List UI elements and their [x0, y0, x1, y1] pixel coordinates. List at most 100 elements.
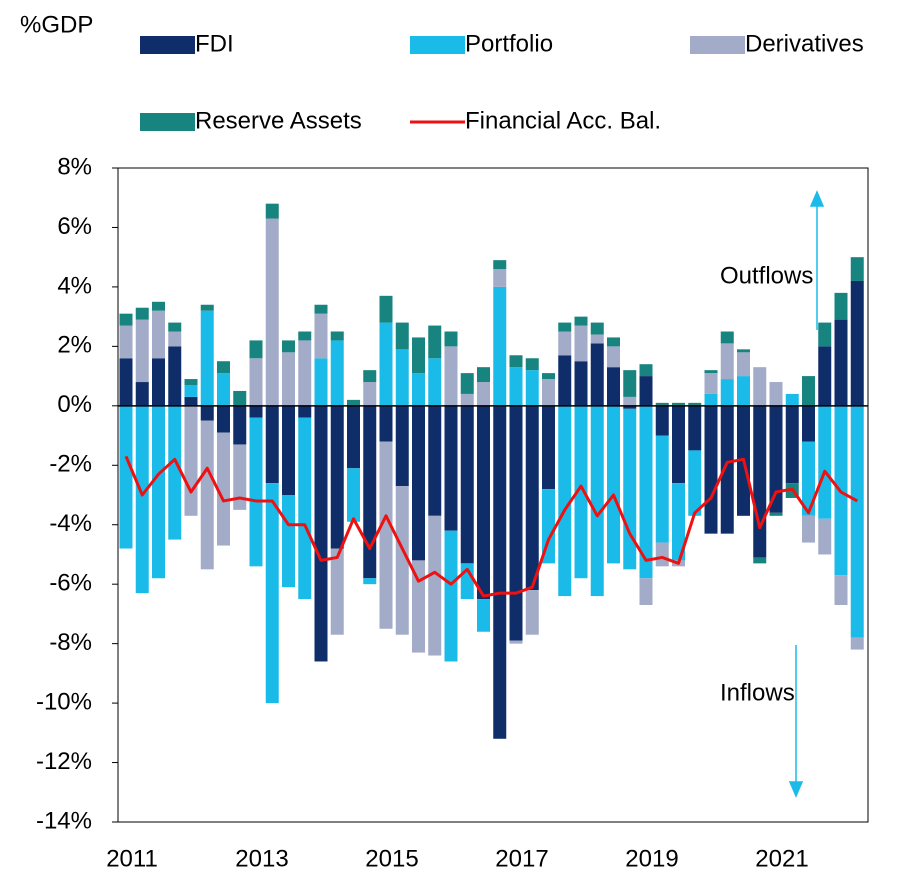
bar — [379, 322, 393, 406]
annotation: Outflows — [720, 262, 813, 289]
x-tick-label: 2019 — [625, 845, 678, 872]
bar — [623, 408, 637, 570]
bar — [200, 310, 214, 406]
bar — [184, 405, 198, 516]
bar — [152, 301, 165, 311]
bar — [737, 376, 750, 406]
bar — [639, 376, 653, 406]
bar — [704, 393, 718, 406]
y-tick-label: 2% — [57, 332, 92, 359]
bar — [233, 390, 247, 406]
bar — [525, 358, 539, 371]
bar — [233, 405, 247, 445]
bar — [119, 358, 133, 406]
x-tick-label: 2017 — [495, 845, 548, 872]
bar — [363, 370, 377, 383]
bar — [493, 286, 507, 406]
bar — [607, 346, 620, 368]
bar — [558, 331, 572, 356]
bar — [412, 405, 425, 561]
y-tick-label: 0% — [57, 391, 92, 418]
bar — [769, 405, 783, 513]
bar — [200, 405, 214, 421]
bar — [672, 405, 685, 484]
bar — [655, 435, 669, 543]
bar — [574, 325, 588, 362]
bar — [590, 343, 604, 406]
bar — [314, 304, 328, 314]
bar — [769, 382, 783, 406]
bar — [785, 405, 799, 484]
bar — [623, 405, 637, 409]
bar — [607, 367, 620, 406]
bar — [542, 379, 555, 406]
bar — [720, 405, 734, 534]
bar — [672, 483, 685, 561]
bar — [737, 352, 750, 377]
bar — [184, 385, 198, 397]
bar — [558, 355, 572, 406]
bar — [135, 405, 149, 594]
bar — [704, 373, 718, 394]
bar — [428, 358, 442, 406]
y-tick-label: -10% — [36, 688, 92, 715]
bar — [818, 518, 832, 555]
x-tick-label: 2013 — [235, 845, 288, 872]
bar — [753, 367, 767, 406]
bar — [688, 402, 702, 406]
bar — [753, 557, 767, 564]
bar — [655, 542, 669, 567]
bar — [249, 417, 263, 567]
bar — [135, 319, 149, 383]
bar — [477, 599, 490, 632]
bar — [688, 405, 702, 451]
legend-swatch — [410, 36, 465, 54]
bar — [639, 578, 653, 605]
bar — [655, 402, 669, 406]
bar — [412, 560, 425, 653]
legend-label: Portfolio — [465, 30, 553, 57]
bar — [135, 382, 149, 406]
bar — [347, 405, 360, 469]
y-tick-label: 8% — [57, 153, 92, 180]
legend-label: Financial Acc. Bal. — [465, 107, 661, 134]
bar — [412, 337, 425, 374]
y-tick-label: 4% — [57, 272, 92, 299]
legend-swatch — [690, 36, 745, 54]
bar — [509, 367, 523, 406]
bar — [119, 313, 133, 326]
bar — [298, 331, 312, 341]
bar — [834, 319, 848, 406]
bar — [525, 405, 539, 591]
bar — [152, 310, 165, 359]
bar — [119, 325, 133, 359]
bar — [347, 399, 360, 406]
bar — [639, 405, 653, 579]
annotation: Inflows — [720, 679, 795, 706]
bar — [379, 441, 393, 629]
bar — [282, 352, 295, 406]
bar — [395, 486, 409, 635]
bar — [233, 444, 247, 510]
bar — [509, 405, 523, 641]
y-tick-label: -6% — [49, 570, 92, 597]
bar — [655, 405, 669, 436]
bar — [850, 280, 864, 406]
bar — [249, 358, 263, 406]
bar — [330, 340, 344, 406]
bar — [395, 322, 409, 350]
bar — [168, 331, 182, 347]
bar — [330, 405, 344, 549]
bar — [249, 405, 263, 418]
bar — [330, 548, 344, 635]
bar — [200, 420, 214, 570]
bar — [363, 578, 377, 585]
bar — [834, 292, 848, 320]
bar — [802, 405, 815, 442]
bar — [184, 396, 198, 406]
bar — [850, 257, 864, 281]
bar — [282, 405, 295, 495]
bar — [217, 361, 230, 374]
bar — [477, 405, 490, 600]
